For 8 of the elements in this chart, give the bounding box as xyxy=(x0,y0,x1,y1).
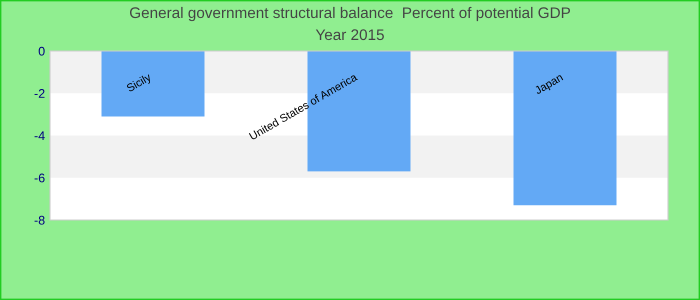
y-tick-label: -8 xyxy=(34,216,45,225)
y-tick-label: -6 xyxy=(34,174,45,182)
y-tick-label: 0 xyxy=(38,46,45,56)
y-tick-label: -2 xyxy=(34,89,45,98)
x-tick-label: Sicily xyxy=(126,72,153,94)
chart-subtitle: Year 2015 xyxy=(316,29,384,40)
chart-title: General government structural balance Percent of potential GDP xyxy=(130,6,570,22)
y-tick-label: -4 xyxy=(34,131,45,140)
